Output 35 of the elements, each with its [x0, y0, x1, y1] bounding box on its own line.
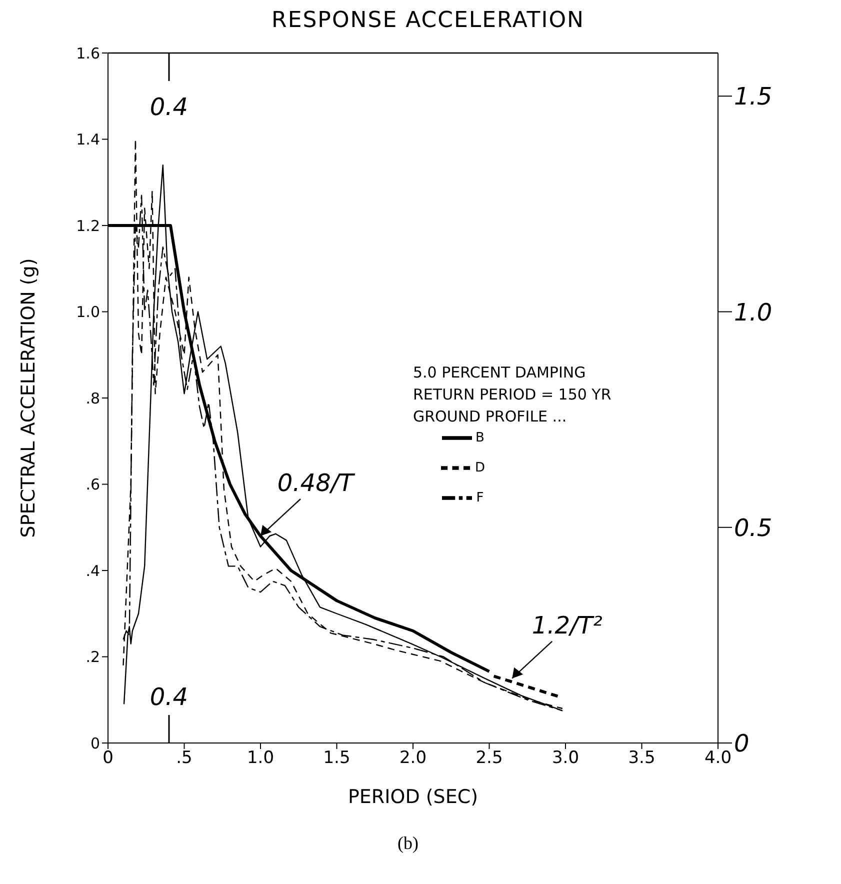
text: (b)	[396, 833, 420, 854]
y-tick-label: .4	[86, 562, 100, 580]
y2-tick-label: 1.0	[734, 298, 772, 326]
y-tick-label: 1.6	[76, 44, 100, 62]
x-tick-label: 0	[102, 748, 114, 768]
y-axis-title: SPECTRAL ACCELERATION (g)	[18, 258, 40, 538]
y-tick-label: 1.2	[76, 216, 100, 235]
y-tick-label: .2	[86, 648, 100, 666]
x-tick-label: 2.0	[399, 748, 427, 768]
legend-label: D	[474, 460, 485, 476]
annotation: 0.4	[150, 683, 188, 711]
annotation: RETURN PERIOD = 150 YR	[413, 385, 612, 404]
annotation: 0.48/T	[277, 469, 356, 497]
x-tick-label: 2.5	[476, 748, 503, 768]
x-tick-label: 1.5	[323, 748, 350, 768]
x-axis-title: PERIOD (SEC)	[348, 786, 478, 808]
x-tick-label: 3.0	[552, 748, 580, 768]
x-tick-label: .5	[176, 748, 192, 768]
chart-title: RESPONSE ACCELERATION	[270, 8, 586, 33]
annotation: 0.4	[150, 93, 188, 121]
legend-title: GROUND PROFILE ...	[413, 407, 567, 426]
annotation: 1.2/T²	[532, 611, 603, 640]
legend-label: B	[476, 430, 484, 446]
y2-tick-label: 1.5	[734, 82, 772, 111]
y-tick-label: 0	[90, 734, 100, 752]
x-tick-label: 4.0	[704, 748, 732, 768]
y-tick-label: 1.4	[76, 130, 100, 149]
legend-label: F	[476, 490, 484, 506]
y-tick-label: 1.0	[76, 303, 100, 322]
x-tick-label: 1.0	[246, 748, 274, 768]
y-tick-label: .6	[86, 476, 100, 494]
x-tick-label: 3.5	[628, 748, 656, 768]
y-tick-label: .8	[86, 389, 100, 408]
y2-tick-label: 0.5	[734, 514, 772, 542]
annotation: 5.0 PERCENT DAMPING	[413, 363, 586, 382]
